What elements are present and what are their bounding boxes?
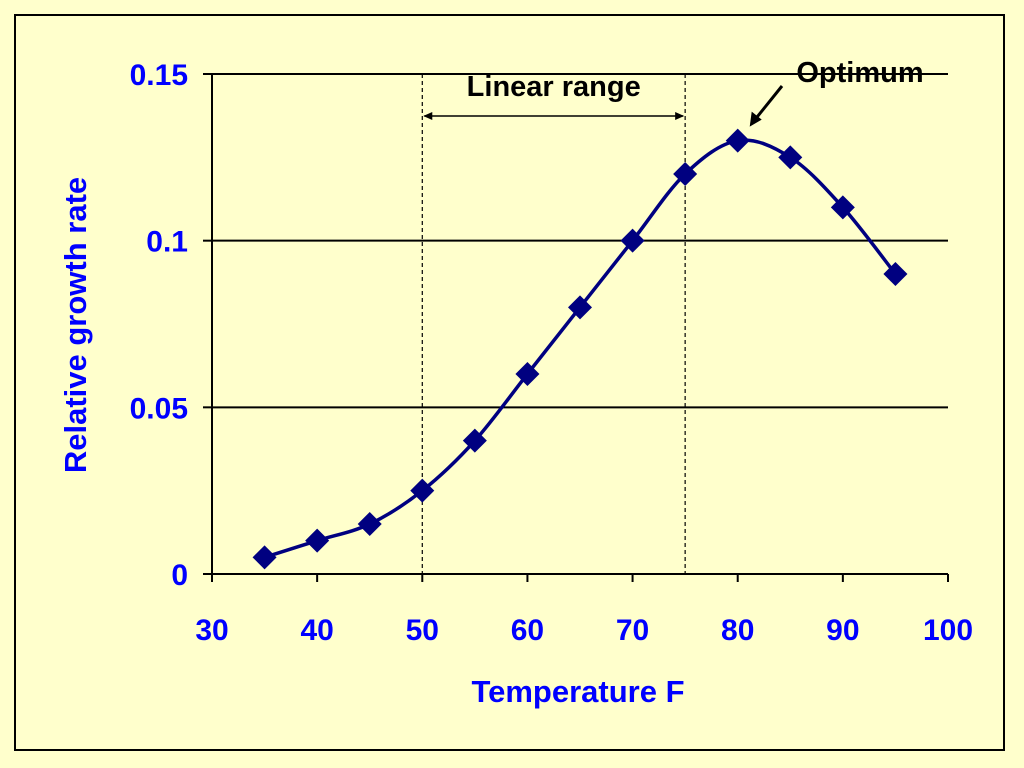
x-tick-label-1: 40 xyxy=(300,614,333,647)
data-point-4 xyxy=(462,428,487,453)
chart-frame xyxy=(14,14,1005,751)
y-tick-label-0: 0 xyxy=(171,559,188,592)
data-point-8 xyxy=(673,162,698,186)
x-tick-label-6: 90 xyxy=(826,614,859,647)
x-tick-label-7: 100 xyxy=(923,614,973,647)
data-point-1 xyxy=(305,528,330,553)
data-point-2 xyxy=(357,512,382,536)
data-point-3 xyxy=(410,478,435,503)
y-tick-label-2: 0.1 xyxy=(146,226,188,259)
linear-range-arrow-left xyxy=(423,112,433,120)
data-point-12 xyxy=(883,262,908,286)
x-tick-label-2: 50 xyxy=(406,614,439,647)
series-layer xyxy=(252,128,908,570)
tick-labels: 0 0.05 0.1 0.15 30 40 50 60 70 80 90 100 xyxy=(130,59,973,647)
optimum-label: Optimum xyxy=(796,57,923,89)
x-tick-label-4: 70 xyxy=(616,614,649,647)
x-axis-title: Temperature F xyxy=(471,674,684,709)
grid-layer xyxy=(212,73,948,409)
optimum-arrow-head xyxy=(749,111,762,127)
data-point-5 xyxy=(515,362,540,386)
annotation-layer: Linear range Optimum xyxy=(421,57,924,574)
data-point-6 xyxy=(568,295,592,320)
y-tick-label-3: 0.15 xyxy=(130,59,188,92)
linear-range-label: Linear range xyxy=(467,71,641,103)
y-tick-label-1: 0.05 xyxy=(130,392,188,425)
data-point-7 xyxy=(620,228,645,253)
x-tick-label-5: 80 xyxy=(721,614,754,647)
series-line-0 xyxy=(264,138,897,560)
data-point-11 xyxy=(830,195,855,220)
x-tick-label-3: 60 xyxy=(511,614,544,647)
optimum-arrow-line xyxy=(754,85,784,120)
y-axis-title: Relative growth rate xyxy=(58,177,93,473)
data-point-10 xyxy=(778,145,803,170)
linear-range-arrow-right xyxy=(675,112,685,120)
x-tick-label-0: 30 xyxy=(195,614,228,647)
data-point-9 xyxy=(725,128,750,153)
data-point-0 xyxy=(252,545,277,570)
axes-layer xyxy=(203,73,949,582)
